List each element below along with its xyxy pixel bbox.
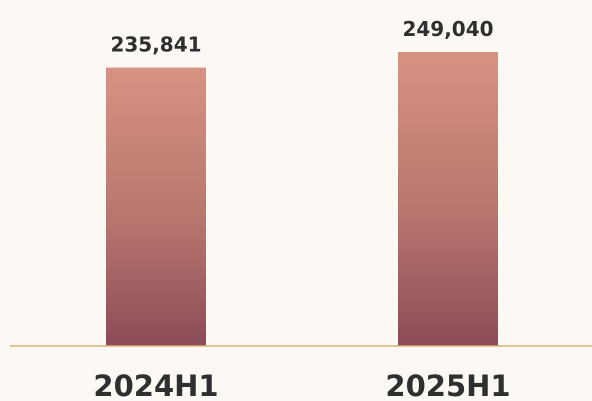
labels-layer: 235,841 249,040 [110,17,493,57]
bar-2025H1 [398,52,498,346]
x-tick-label-2025H1: 2025H1 [385,369,510,401]
data-label-2024H1: 235,841 [110,33,201,57]
x-tick-label-2024H1: 2024H1 [93,369,218,401]
data-label-2025H1: 249,040 [402,17,493,41]
bars-layer [106,52,498,347]
bar-2024H1 [106,67,206,347]
x-axis-ticks: 2024H1 2025H1 [93,369,510,401]
